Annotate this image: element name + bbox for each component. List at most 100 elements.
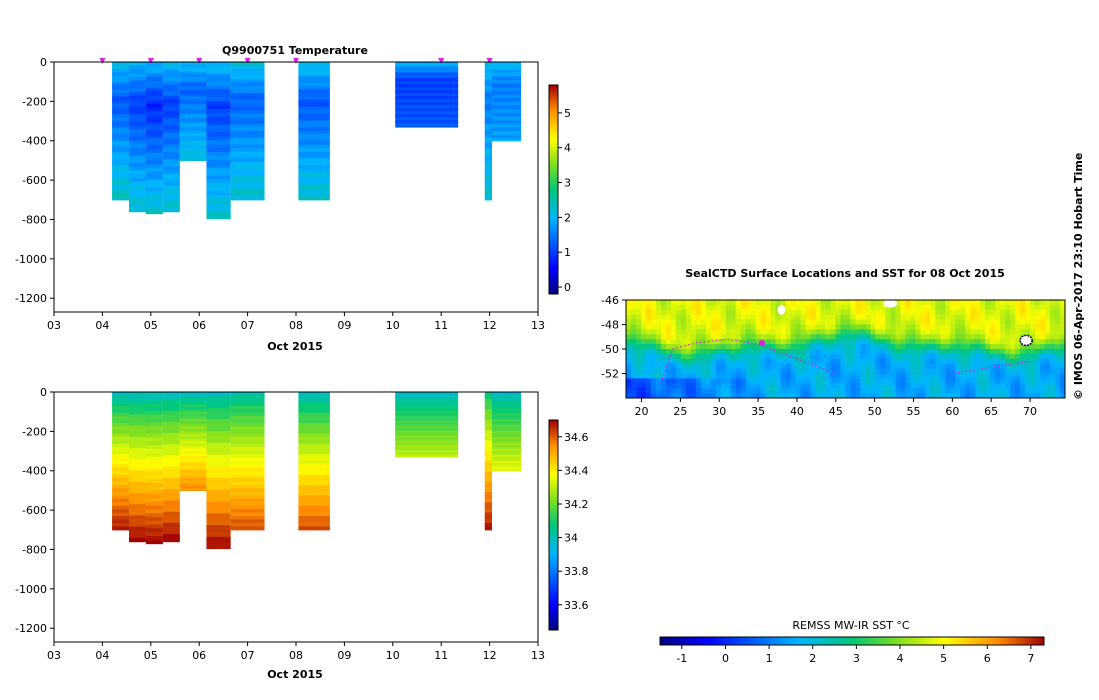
sst-cell	[890, 393, 896, 399]
section-cell	[484, 110, 493, 115]
section-cell	[298, 512, 330, 517]
sst-cell	[980, 373, 986, 379]
sst-colorbar-label: REMSS MW-IR SST °C	[792, 619, 910, 632]
x-tick-label: 09	[337, 649, 351, 662]
section-cell	[492, 435, 522, 438]
section-cell	[145, 471, 163, 476]
section-cell	[230, 502, 265, 507]
sst-cell	[770, 383, 777, 389]
sst-cell	[785, 393, 792, 399]
sst-cell	[990, 319, 996, 325]
sst-cell	[780, 363, 787, 369]
section-cell	[145, 92, 163, 97]
section-cell	[230, 447, 265, 452]
section-cell	[298, 192, 330, 197]
sst-cell	[695, 314, 702, 320]
sst-cell	[1020, 368, 1026, 374]
section-cell	[298, 454, 330, 459]
section-cell	[206, 540, 231, 546]
sst-cell	[785, 383, 792, 389]
section-cell	[206, 167, 231, 173]
section-cell	[298, 505, 330, 510]
sst-cell	[860, 304, 866, 311]
section-cell	[129, 433, 146, 438]
sst-cell	[940, 334, 946, 340]
sst-cell	[930, 383, 936, 389]
sst-cell	[975, 358, 981, 365]
map-x-tick-label: 60	[945, 405, 959, 418]
section-cell	[206, 101, 231, 106]
sst-cell	[860, 373, 866, 379]
sst-cell	[890, 344, 896, 350]
sst-cell	[645, 329, 652, 335]
sst-cell	[1045, 300, 1051, 306]
section-cell	[395, 398, 459, 401]
section-cell	[492, 439, 522, 442]
sst-cell	[715, 373, 722, 379]
section-cell	[230, 460, 265, 465]
section-cell	[206, 105, 231, 110]
sst-cell	[685, 329, 692, 335]
sst-cell	[1005, 344, 1011, 350]
sst-cell	[960, 393, 966, 399]
sst-cell	[960, 329, 966, 335]
sst-cell	[845, 314, 851, 320]
sst-cell	[940, 349, 946, 355]
sst-cell	[950, 363, 956, 369]
sst-cell	[955, 378, 961, 384]
surfacing-marker	[486, 58, 493, 64]
sst-cell	[860, 383, 866, 389]
sst-cell	[985, 358, 991, 365]
colorbar-tick-label: 34	[564, 532, 578, 545]
sst-colorbar-tick-label: -1	[676, 652, 687, 665]
sst-cell	[660, 393, 667, 399]
section-cell	[129, 144, 146, 149]
sst-cell	[745, 363, 752, 369]
section-cell	[206, 435, 231, 440]
sst-cell	[840, 349, 846, 355]
y-tick-label: -1200	[15, 292, 47, 305]
map-y-tick-label: -46	[601, 294, 619, 307]
sst-cell	[1045, 349, 1051, 355]
section-cell	[179, 123, 207, 127]
sst-cell	[855, 393, 861, 399]
sst-cell	[1030, 304, 1036, 311]
sst-cell	[715, 393, 722, 399]
sst-cell	[940, 304, 946, 311]
sst-cell	[655, 368, 662, 374]
sst-cell	[1015, 344, 1021, 350]
section-cell	[179, 133, 207, 137]
section-cell	[206, 214, 231, 220]
sst-cell	[815, 339, 821, 345]
section-cell	[298, 99, 330, 104]
sst-cell	[900, 309, 906, 316]
section-cell	[179, 135, 207, 139]
sst-cell	[855, 358, 861, 365]
sst-cell	[1010, 324, 1016, 330]
sst-cell	[825, 334, 831, 340]
section-cell	[129, 395, 146, 401]
sst-cell	[810, 393, 816, 399]
section-cell	[395, 393, 459, 396]
sst-cell	[626, 363, 632, 369]
sst-cell	[735, 378, 742, 384]
sst-cell	[945, 334, 951, 340]
sst-cell	[626, 368, 632, 374]
sst-cell	[665, 388, 672, 394]
sst-cell	[830, 344, 836, 350]
sst-cell	[915, 300, 921, 306]
section-cell	[492, 411, 522, 415]
sst-cell	[770, 300, 777, 306]
sst-cell	[635, 383, 642, 389]
sst-cell	[980, 358, 986, 365]
section-cell	[298, 151, 330, 156]
sst-cell	[790, 349, 797, 355]
sst-cell	[935, 349, 941, 355]
sst-cell	[945, 388, 951, 394]
section-cell	[162, 537, 180, 543]
sst-cell	[695, 349, 702, 355]
section-cell	[298, 502, 330, 507]
sst-cell	[975, 304, 981, 311]
sst-cell	[1045, 339, 1051, 345]
sst-cell	[626, 344, 632, 350]
